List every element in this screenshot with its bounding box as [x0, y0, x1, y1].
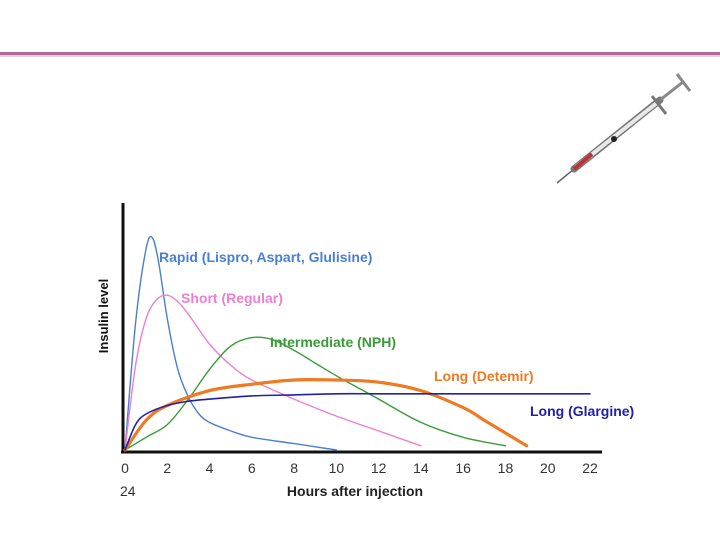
title-divider-shadow	[0, 55, 720, 57]
x-tick-label-extra: 24	[120, 483, 136, 499]
x-tick-label: 8	[290, 460, 298, 476]
syringe-icon	[556, 73, 692, 184]
series-line-2	[124, 294, 422, 451]
series-label-4: Long (Detemir)	[434, 368, 534, 384]
series-label-5: Long (Glargine)	[530, 403, 634, 419]
x-tick-label: 10	[329, 460, 345, 476]
x-tick-label: 14	[413, 460, 429, 476]
series-line-3	[124, 336, 507, 451]
series-line-1	[124, 235, 338, 451]
x-tick-label: 12	[371, 460, 387, 476]
x-tick-label: 6	[248, 460, 256, 476]
series-line-5	[124, 392, 591, 451]
x-axis-label: Hours after injection	[287, 483, 423, 499]
x-tick-label: 2	[163, 460, 171, 476]
x-tick-label: 22	[582, 460, 598, 476]
y-axis-label: Insulin level	[96, 279, 111, 353]
x-tick-label: 16	[455, 460, 471, 476]
series-label-2: Short (Regular)	[181, 290, 283, 306]
series-label-1: Rapid (Lispro, Aspart, Glulisine)	[159, 249, 372, 265]
x-tick-label: 18	[498, 460, 514, 476]
x-tick-label: 0	[121, 460, 129, 476]
series-label-3: Intermediate (NPH)	[270, 334, 396, 350]
x-tick-label: 4	[206, 460, 214, 476]
title-divider	[0, 52, 720, 55]
x-tick-label: 20	[540, 460, 556, 476]
